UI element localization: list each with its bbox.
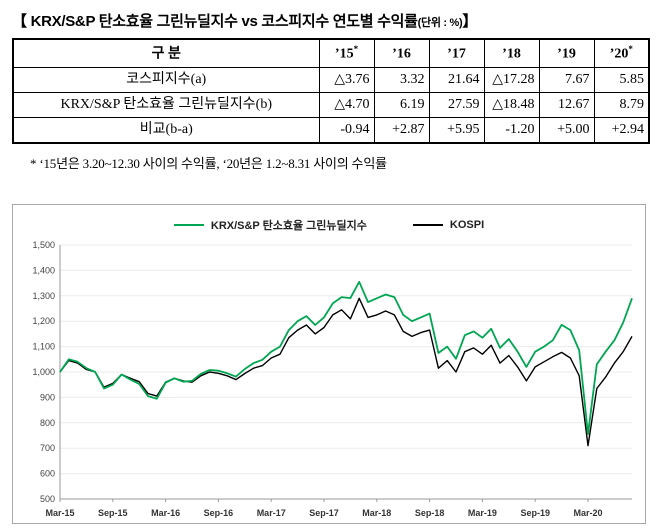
svg-text:1,000: 1,000 [32,367,55,377]
svg-text:1,200: 1,200 [32,316,55,326]
table-cell: 8.79 [593,91,650,118]
legend-label-green-index: KRX/S&P 탄소효율 그린뉴딜지수 [210,220,367,233]
green-line-swatch [173,224,204,227]
svg-text:Mar-16: Mar-16 [151,508,180,518]
title-close-bracket: 】 [462,13,478,30]
returns-table: 구 분 ’15* ’16 ’17 ’18 ’19 ’20* 코스피지수(a) △… [12,38,650,145]
col-header-2017: ’17 [428,38,485,68]
footnote: * ‘15년은 3.20~12.30 사이의 수익률, ‘20년은 1.2~8.… [30,156,387,172]
svg-text:Sep-19: Sep-19 [520,508,550,518]
svg-text:Mar-19: Mar-19 [468,508,497,518]
table-cell: +2.94 [593,116,650,144]
table-cell: 6.19 [373,91,430,118]
svg-text:1,100: 1,100 [32,342,55,352]
col-header-2018: ’18 [483,38,540,68]
table-cell: △4.70 [318,91,375,118]
svg-text:700: 700 [40,443,55,453]
svg-text:Mar-17: Mar-17 [257,508,286,518]
table-cell: +2.87 [373,116,430,144]
svg-text:800: 800 [40,418,55,428]
table-cell: 7.67 [538,66,595,93]
table-cell: +5.95 [428,116,485,144]
table-cell: △3.76 [318,66,375,93]
table-cell: -1.20 [483,116,540,144]
table-cell: 21.64 [428,66,485,93]
svg-text:Sep-17: Sep-17 [309,508,339,518]
svg-text:Sep-16: Sep-16 [204,508,234,518]
row-label: KRX/S&P 탄소효율 그린뉴딜지수(b) [12,91,320,118]
svg-text:1,300: 1,300 [32,291,55,301]
svg-text:Mar-20: Mar-20 [573,508,602,518]
svg-text:500: 500 [40,494,55,504]
svg-text:Mar-15: Mar-15 [45,508,74,518]
table-cell: -0.94 [318,116,375,144]
svg-text:Sep-15: Sep-15 [98,508,128,518]
row-label: 비교(b-a) [12,116,320,144]
svg-text:600: 600 [40,469,55,479]
table-header-row: 구 분 ’15* ’16 ’17 ’18 ’19 ’20* [12,38,650,68]
svg-text:900: 900 [40,392,55,402]
row-label: 코스피지수(a) [12,66,320,93]
col-header-2016: ’16 [373,38,430,68]
table-cell: +5.00 [538,116,595,144]
legend-item-green-index: KRX/S&P 탄소효율 그린뉴딜지수 [173,217,367,233]
svg-text:Mar-18: Mar-18 [362,508,391,518]
table-cell: △18.48 [483,91,540,118]
line-chart-svg: 500 600 700 800 900 1,000 1,100 1,200 1,300 1,400… [32,240,633,518]
table-cell: 5.85 [593,66,650,93]
col-header-2019: ’19 [538,38,595,68]
table-row-green-index: KRX/S&P 탄소효율 그린뉴딜지수(b) △4.70 6.19 27.59 … [12,91,650,118]
table-cell: 3.32 [373,66,430,93]
title-unit: (단위 : %) [417,17,463,29]
svg-text:1,500: 1,500 [32,240,55,250]
black-line-swatch [412,224,443,227]
legend-label-kospi: KOSPI [449,219,485,232]
table-cell: 12.67 [538,91,595,118]
legend-item-kospi: KOSPI [412,219,485,232]
svg-text:1,400: 1,400 [32,265,55,275]
col-header-2015: ’15* [318,38,375,68]
col-header-category: 구 분 [12,38,320,68]
col-header-2020: ’20* [593,38,650,68]
title-main: 【 KRX/S&P 탄소효율 그린뉴딜지수 vs 코스피지수 연도별 수익률 [12,13,418,30]
page-title: 【 KRX/S&P 탄소효율 그린뉴딜지수 vs 코스피지수 연도별 수익률(단… [12,10,648,31]
svg-text:Sep-18: Sep-18 [415,508,445,518]
page: 【 KRX/S&P 탄소효율 그린뉴딜지수 vs 코스피지수 연도별 수익률(단… [12,10,650,525]
table-row-kospi: 코스피지수(a) △3.76 3.32 21.64 △17.28 7.67 5.… [12,66,650,93]
table-cell: △17.28 [483,66,540,93]
index-line-chart: KRX/S&P 탄소효율 그린뉴딜지수 KOSPI 500 600 700 800 90… [12,204,646,525]
table-cell: 27.59 [428,91,485,118]
table-row-difference: 비교(b-a) -0.94 +2.87 +5.95 -1.20 +5.00 +2… [12,116,650,144]
chart-legend: KRX/S&P 탄소효율 그린뉴딜지수 KOSPI [14,213,644,237]
